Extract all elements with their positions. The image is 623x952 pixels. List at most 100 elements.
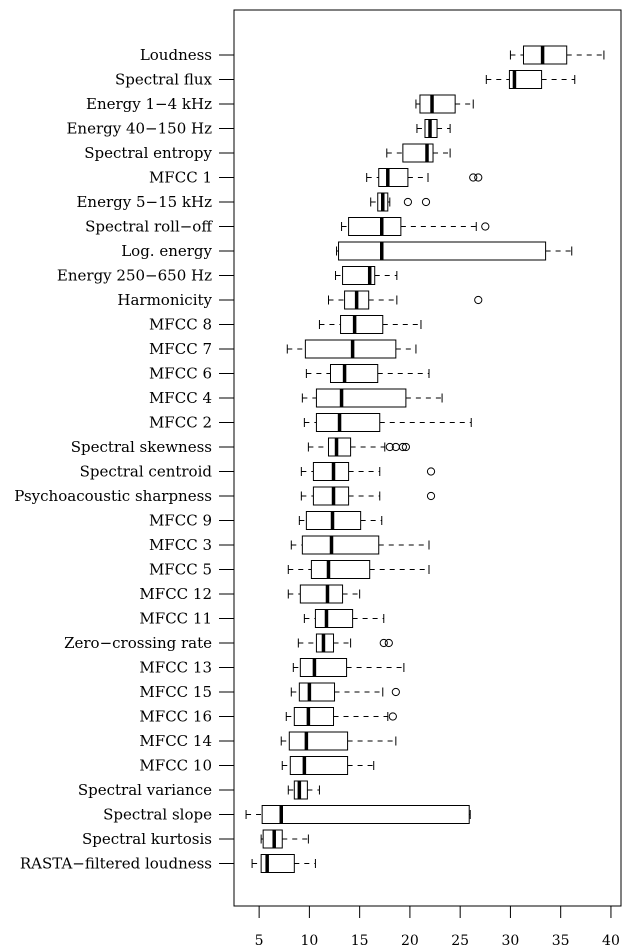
box-group: [301, 388, 443, 408]
iqr-box: [348, 217, 402, 236]
plot-frame: [233, 9, 622, 907]
outlier-point: [403, 197, 412, 207]
iqr-box: [260, 854, 295, 873]
box-group: [509, 45, 605, 65]
box-group: [303, 413, 472, 432]
box-group: [370, 192, 431, 212]
iqr-box: [312, 486, 350, 506]
iqr-box: [293, 707, 335, 726]
box-group: [297, 633, 393, 653]
box-group: [292, 658, 405, 677]
x-tick-label: 10: [300, 933, 318, 949]
iqr-box: [288, 731, 349, 751]
outlier-point: [426, 491, 436, 501]
box-group: [366, 168, 483, 187]
x-tick-label: 15: [351, 933, 369, 949]
box-group: [287, 560, 430, 579]
box-group: [386, 143, 451, 163]
category-label: MFCC 8: [149, 316, 212, 334]
category-label: MFCC 9: [149, 512, 212, 530]
iqr-box: [289, 756, 349, 775]
x-tick-label: 5: [255, 933, 264, 949]
outlier-point: [421, 197, 431, 207]
box-group: [285, 707, 397, 726]
iqr-box: [340, 315, 384, 334]
box-group: [245, 805, 471, 824]
category-label: Spectral skewness: [71, 438, 212, 456]
outlier-point: [388, 712, 397, 721]
category-label: MFCC 2: [149, 414, 212, 432]
box-group: [303, 609, 385, 628]
iqr-box: [342, 266, 376, 285]
category-label: Spectral roll−off: [85, 218, 213, 236]
box-group: [298, 511, 383, 530]
outlier-point: [379, 638, 388, 648]
iqr-box: [299, 584, 344, 604]
category-label: MFCC 4: [149, 389, 212, 407]
outlier-point: [469, 173, 478, 182]
category-label: Log. energy: [121, 242, 212, 260]
outlier-point: [474, 173, 483, 182]
category-label: MFCC 10: [139, 757, 212, 775]
category-label: MFCC 6: [149, 365, 212, 383]
category-label: Spectral kurtosis: [82, 830, 212, 848]
iqr-box: [508, 70, 543, 89]
box-group: [251, 854, 316, 873]
category-label: MFCC 12: [139, 585, 212, 603]
iqr-box: [301, 535, 380, 555]
outlier-point: [481, 222, 490, 231]
outlier-point: [474, 295, 483, 305]
box-group: [286, 339, 417, 359]
category-label: Spectral slope: [103, 806, 212, 824]
category-label: MFCC 3: [149, 536, 212, 554]
box-group: [341, 217, 490, 236]
category-label: Spectral variance: [78, 781, 212, 799]
iqr-box: [327, 437, 352, 457]
box-group: [305, 364, 430, 383]
box-group: [290, 535, 430, 555]
x-tick-label: 35: [552, 933, 570, 949]
outlier-point: [398, 442, 407, 452]
category-label: Zero−crossing rate: [64, 634, 212, 652]
box-group: [281, 756, 375, 775]
x-axis: 5 10 15 20 25 30 35 40: [255, 906, 620, 949]
box-group: [287, 584, 361, 604]
category-label: MFCC 16: [139, 708, 212, 726]
category-label: MFCC 1: [149, 169, 212, 187]
box-group: [300, 462, 436, 481]
category-label: MFCC 14: [139, 732, 212, 750]
x-tick-label: 25: [451, 933, 469, 949]
category-label: Energy 40−150 Hz: [66, 120, 212, 138]
category-label: MFCC 11: [139, 610, 212, 628]
category-label: Spectral entropy: [84, 144, 212, 162]
iqr-box: [338, 241, 547, 261]
box-group: [318, 315, 422, 334]
x-tick-label: 30: [502, 933, 520, 949]
category-label: Energy 5−15 kHz: [76, 193, 212, 211]
box-group: [416, 119, 451, 138]
category-label: MFCC 15: [139, 683, 212, 701]
x-tick-label: 20: [401, 933, 419, 949]
outlier-point: [385, 442, 394, 452]
iqr-box: [298, 682, 336, 702]
box-group: [260, 829, 309, 849]
box-group: [290, 682, 400, 702]
iqr-box: [522, 45, 568, 65]
box-group: [336, 241, 573, 261]
outlier-point: [391, 687, 400, 697]
category-labels: Loudness Spectral flux Energy 1−4 kHz Energ…: [14, 46, 234, 873]
outlier-point: [426, 467, 436, 476]
category-label: MFCC 13: [139, 659, 212, 677]
category-label: RASTA−filtered loudness: [20, 855, 212, 873]
category-label: Loudness: [140, 46, 212, 64]
iqr-box: [378, 168, 409, 187]
category-label: Spectral centroid: [80, 463, 213, 481]
x-tick-label: 40: [602, 933, 620, 949]
iqr-box: [315, 413, 381, 432]
outlier-point: [384, 638, 393, 648]
iqr-box: [304, 339, 397, 359]
box-group: [327, 290, 483, 310]
box-group: [485, 70, 576, 89]
box-group: [280, 731, 397, 751]
